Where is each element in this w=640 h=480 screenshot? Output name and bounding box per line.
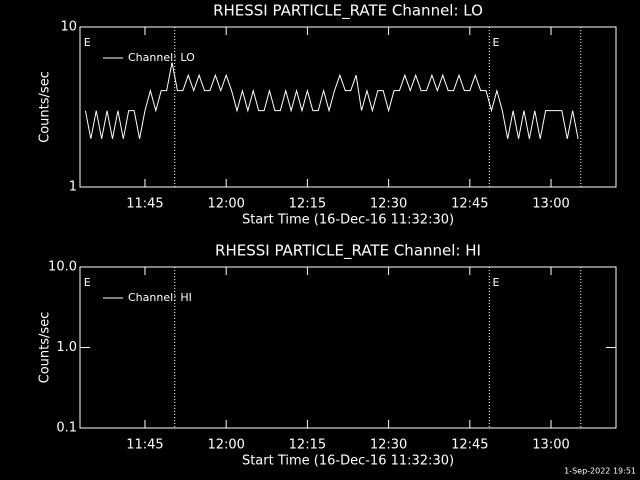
legend-label: Channel: LO: [128, 51, 195, 64]
x-tick-label: 11:45: [126, 197, 163, 212]
chart-title: RHESSI PARTICLE_RATE Channel: LO: [213, 2, 483, 21]
x-tick-label: 12:00: [207, 197, 244, 212]
event-flag: E: [493, 276, 500, 289]
x-tick-label: 13:00: [532, 197, 569, 212]
x-tick-label: 13:00: [532, 438, 569, 453]
plot-frame: [79, 26, 617, 188]
x-tick-label: 12:30: [370, 197, 407, 212]
y-axis-label: Counts/sec: [38, 312, 53, 384]
chart-title: RHESSI PARTICLE_RATE Channel: HI: [215, 242, 481, 261]
y-tick-label: 1: [69, 180, 77, 195]
event-flag: E: [84, 276, 91, 289]
x-tick-label: 12:45: [451, 438, 488, 453]
y-tick-label: 10: [60, 20, 77, 35]
x-axis-label: Start Time (16-Dec-16 11:32:30): [242, 454, 454, 469]
x-tick-label: 12:45: [451, 197, 488, 212]
event-flag: E: [84, 36, 91, 49]
x-axis-label: Start Time (16-Dec-16 11:32:30): [242, 213, 454, 228]
footer: 1-Sep-2022 19:51: [564, 467, 636, 476]
event-flag: E: [493, 36, 500, 49]
y-tick-label: 10.0: [48, 260, 77, 275]
legend-label: Channel: HI: [128, 291, 192, 304]
x-tick-label: 12:30: [370, 438, 407, 453]
x-tick-label: 12:00: [207, 438, 244, 453]
x-tick-label: 11:45: [126, 438, 163, 453]
y-tick-label: 1.0: [56, 340, 77, 355]
x-tick-label: 12:15: [289, 438, 326, 453]
x-tick-label: 12:15: [289, 197, 326, 212]
y-axis-label: Counts/sec: [38, 71, 53, 143]
data-line: [84, 62, 579, 139]
y-tick-label: 0.1: [56, 421, 77, 436]
